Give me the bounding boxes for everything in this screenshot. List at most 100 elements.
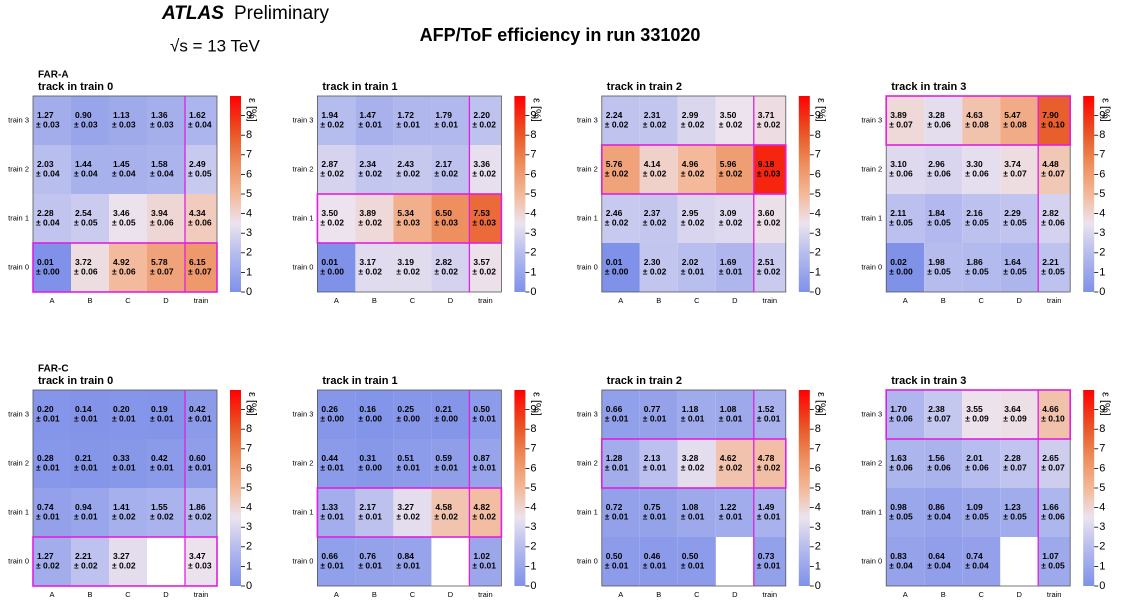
panel-label: FAR-C [38,364,69,375]
cell [33,145,71,194]
cell-value: 4.48 [1042,159,1059,169]
colorbar-tick-label: 6 [815,462,821,474]
colorbar-tick-label: 0 [1099,580,1105,592]
colorbar-tick-label: 4 [530,208,536,220]
cell [431,194,470,243]
cell-value: 2.99 [682,110,699,120]
cell-error: ± 0.01 [472,561,496,571]
cell-error: ± 0.05 [927,267,951,277]
cell [431,439,470,488]
row-label: train 0 [577,262,598,271]
cell-value: 3.17 [359,257,376,267]
colorbar-tick-label: 2 [1099,247,1105,259]
cell-error: ± 0.02 [757,218,781,228]
cell-error: ± 0.01 [320,512,344,522]
colorbar-tick-label: 8 [530,423,536,435]
cell-error: ± 0.10 [1041,120,1065,130]
row-label: train 1 [293,213,314,222]
cell-value: 1.86 [966,257,983,267]
colorbar-tick-label: 1 [246,560,252,572]
cell [962,243,1001,292]
cell-value: 2.17 [359,502,376,512]
cell-error: ± 0.03 [472,218,496,228]
cell [1038,194,1071,243]
colorbar-tick-label: 9 [530,110,536,122]
colorbar-tick-label: 3 [1099,521,1105,533]
cell-value: 0.31 [359,453,376,463]
row-label: train 2 [577,458,598,467]
cell [147,390,185,439]
cell-error: ± 0.05 [1003,512,1027,522]
cell-value: 1.27 [37,551,54,561]
colorbar-tick-label: 6 [530,168,536,180]
cell-value: 0.73 [758,551,775,561]
cell-error: ± 0.07 [188,267,212,277]
row-label: train 0 [8,556,29,565]
cell [317,145,356,194]
cell-value: 0.64 [928,551,945,561]
row-label: train 3 [8,409,29,418]
cell-value: 1.58 [151,159,168,169]
cell-value: 4.66 [1042,404,1059,414]
cell-error: ± 0.03 [434,218,458,228]
cell [639,390,678,439]
cell-error: ± 0.07 [1003,169,1027,179]
colorbar-tick-label: 9 [1099,404,1105,416]
colorbar-label: ε [%] [815,98,827,122]
cell-value: 4.82 [473,502,490,512]
col-label: C [125,590,131,599]
cell-value: 3.50 [321,208,338,218]
cell-value: 0.90 [75,110,92,120]
cell-error: ± 0.01 [605,463,629,473]
colorbar-tick-label: 7 [530,443,536,455]
cell [355,390,394,439]
cell-value: 2.17 [435,159,452,169]
colorbar-tick-label: 4 [246,208,252,220]
colorbar-tick-label: 1 [1099,560,1105,572]
cell [33,96,71,145]
colorbar-tick-label: 0 [815,286,821,298]
row-label: train 3 [293,409,314,418]
cell-value: 0.66 [321,551,338,561]
cell-error: ± 0.02 [719,120,743,130]
cell-value: 1.70 [890,404,907,414]
colorbar-label: ε [%] [530,98,542,122]
cell-value: 0.33 [113,453,130,463]
cell-error: ± 0.01 [681,561,705,571]
cell-error: ± 0.08 [1003,120,1027,130]
cell [962,390,1001,439]
colorbar-tick-label: 2 [530,541,536,553]
cell [147,488,185,537]
cell-error: ± 0.08 [965,120,989,130]
cell-value: 1.79 [435,110,452,120]
cell-error: ± 0.05 [965,512,989,522]
cell-value: 1.98 [928,257,945,267]
colorbar-tick-label: 7 [815,443,821,455]
cell [147,145,185,194]
cell-error: ± 0.01 [396,120,420,130]
cell [317,194,356,243]
cell [639,537,678,586]
cell-value: 3.30 [966,159,983,169]
cell-value: 3.27 [113,551,130,561]
cell [753,243,786,292]
cell [71,194,109,243]
cell-error: ± 0.02 [320,169,344,179]
cell-value: 2.38 [928,404,945,414]
colorbar-tick-label: 6 [815,168,821,180]
colorbar-tick-label: 4 [246,502,252,514]
cell-value: 0.77 [644,404,661,414]
cell [469,390,502,439]
cell-error: ± 0.01 [188,463,212,473]
cell [147,243,185,292]
colorbar-tick-label: 2 [815,541,821,553]
cell [1038,96,1071,145]
colorbar-tick-label: 5 [530,188,536,200]
cell [753,194,786,243]
cell-error: ± 0.05 [889,512,913,522]
row-label: train 1 [293,507,314,516]
colorbar-tick-label: 1 [815,266,821,278]
cell [147,194,185,243]
cell-error: ± 0.02 [681,218,705,228]
cell-value: 0.28 [37,453,54,463]
